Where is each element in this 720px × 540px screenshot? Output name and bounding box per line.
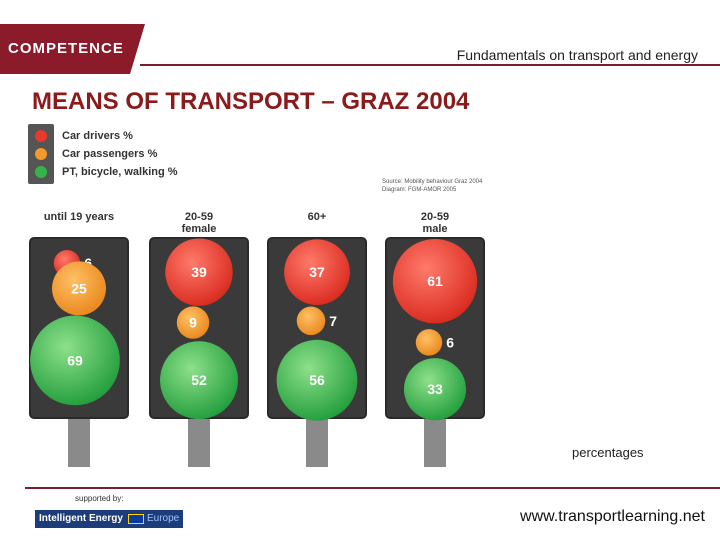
- bubble-1-1: [176, 306, 210, 339]
- bubble-2-0: [284, 239, 350, 306]
- intelligent-energy-logo: Intelligent Energy Europe: [35, 510, 183, 528]
- page-title: MEANS OF TRANSPORT – GRAZ 2004: [32, 88, 470, 115]
- category-label-0: until 19 years: [20, 211, 138, 223]
- value-label-3-1: 6: [446, 334, 454, 350]
- legend: Car drivers % Car passengers % PT, bicyc…: [28, 124, 188, 184]
- eu-flag-icon: [128, 514, 144, 524]
- header-rule: [140, 64, 720, 66]
- pole-3: [424, 418, 446, 467]
- value-label-0-2: 69: [67, 352, 83, 368]
- category-label-2: 60+: [258, 211, 376, 223]
- category-label-3: 20-59 male: [376, 211, 494, 235]
- ie-logo-text: Intelligent Energy: [39, 513, 123, 524]
- category-label-line: male: [422, 223, 448, 235]
- value-label-2-0: 37: [309, 264, 325, 280]
- category-label-line: 20-59: [420, 211, 450, 223]
- website-link[interactable]: www.transportlearning.net: [520, 508, 705, 525]
- legend-dot-red: [35, 130, 47, 142]
- pole-1: [188, 418, 210, 467]
- pole-0: [68, 418, 90, 467]
- bubble-3-1: [415, 329, 443, 356]
- legend-label-car-passengers: Car passengers %: [62, 148, 158, 160]
- bubble-0-1: [52, 261, 106, 316]
- supported-by-label: supported by:: [75, 494, 124, 503]
- bubble-3-0: [392, 239, 478, 324]
- competence-logo: COMPETENCE: [8, 40, 124, 57]
- category-label-1: 20-59 female: [140, 211, 258, 235]
- legend-dot-orange: [35, 148, 47, 160]
- value-label-0-1: 25: [71, 280, 87, 296]
- bubble-1-0: [165, 238, 233, 306]
- header-subtitle: Fundamentals on transport and energy: [456, 47, 698, 63]
- legend-dot-green: [35, 166, 47, 178]
- bubble-1-2: [160, 341, 238, 420]
- source-line-1: Source: Mobility behaviour Graz 2004: [382, 179, 483, 185]
- bubble-2-1: [296, 306, 326, 336]
- value-label-3-2: 33: [427, 381, 443, 397]
- value-label-3-0: 61: [427, 273, 443, 289]
- category-label-line: female: [181, 223, 217, 235]
- bubble-0-2: [30, 315, 120, 406]
- category-label-line: until 19 years: [43, 211, 115, 223]
- category-label-line: 20-59: [184, 211, 214, 223]
- legend-label-car-drivers: Car drivers %: [62, 130, 133, 142]
- value-label-1-1: 9: [189, 315, 197, 331]
- bubble-3-2: [403, 358, 467, 421]
- value-label-1-2: 52: [191, 372, 207, 388]
- ie-logo-eu: Europe: [147, 513, 180, 524]
- bubble-2-2: [276, 339, 358, 421]
- category-label-line: 60+: [307, 211, 327, 223]
- units-label: percentages: [572, 445, 644, 460]
- value-label-2-1: 7: [329, 313, 337, 329]
- value-label-1-0: 39: [191, 264, 207, 280]
- value-label-2-2: 56: [309, 372, 325, 388]
- source-note: Source: Mobility behaviour Graz 2004 Dia…: [382, 178, 482, 194]
- header-bar: [0, 24, 145, 74]
- source-line-2: Diagram: FGM-AMOR 2005: [382, 187, 457, 193]
- pole-2: [306, 418, 328, 467]
- legend-label-pt-bicycle-walking: PT, bicycle, walking %: [62, 166, 178, 178]
- footer-rule: [25, 487, 720, 489]
